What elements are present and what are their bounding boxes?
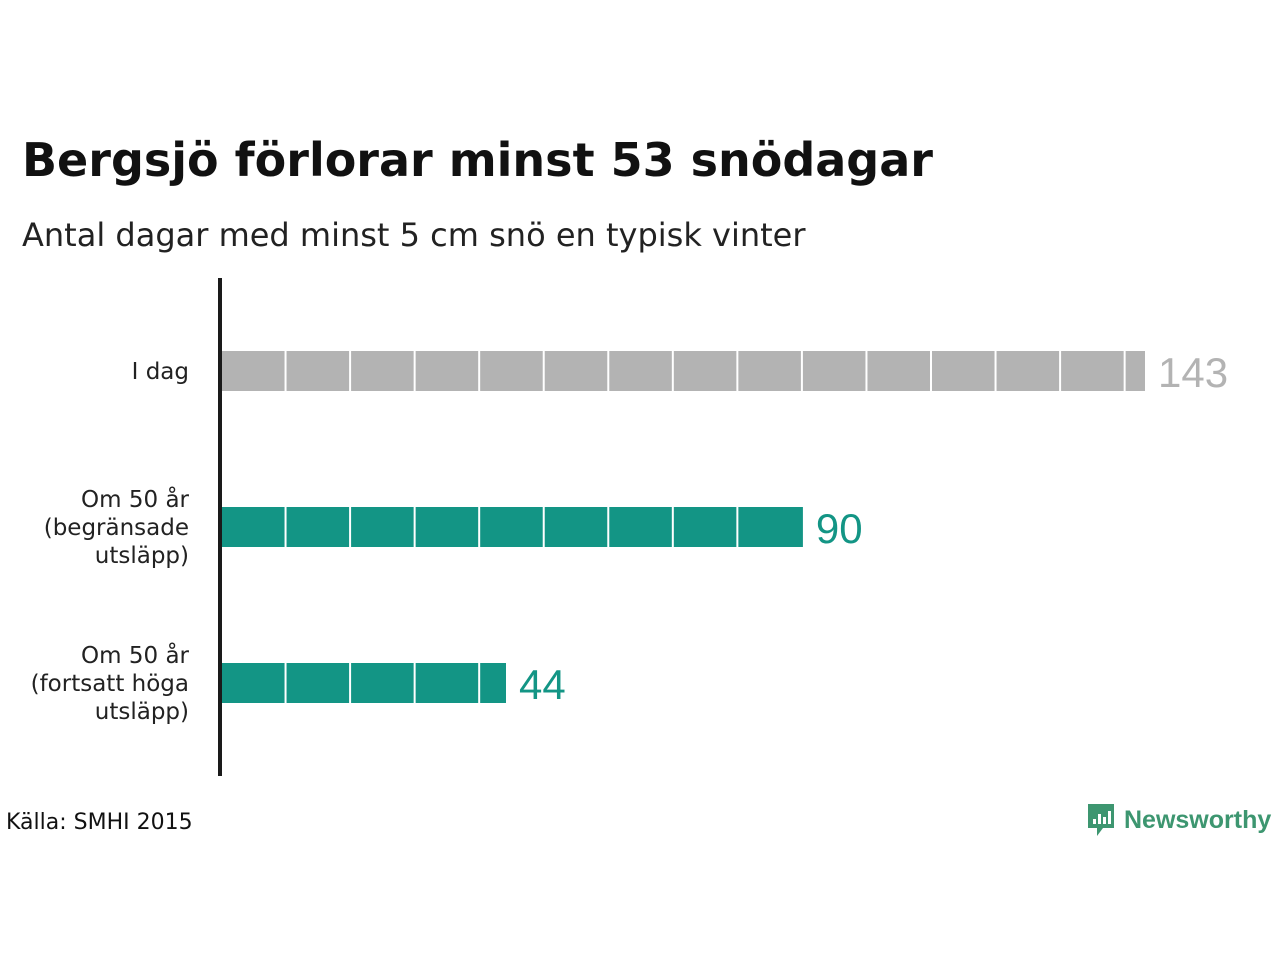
brand-name: Newsworthy: [1124, 805, 1272, 834]
category-label: Om 50 år (fortsatt höga utsläpp): [31, 641, 190, 725]
brand-logo: Newsworthy: [1086, 802, 1271, 838]
category-label: Om 50 år (begränsade utsläpp): [44, 485, 190, 569]
bar-segment: [415, 507, 479, 547]
bar-segment: [351, 351, 414, 391]
source-note: Källa: SMHI 2015: [6, 810, 193, 835]
bar-segment: [932, 351, 995, 391]
bar-segment: [480, 351, 543, 391]
bar-segment: [351, 507, 414, 547]
bar-segment: [738, 507, 803, 547]
bar-segment: [544, 351, 608, 391]
value-label: 44: [519, 661, 566, 708]
bar-segment: [1061, 351, 1124, 391]
bar-segment: [609, 351, 672, 391]
bar-segment: [351, 663, 414, 703]
bar-segment: [415, 351, 479, 391]
bar-segment: [673, 351, 737, 391]
bar-segment: [1125, 351, 1145, 391]
bar-segment: [222, 351, 285, 391]
bar-group-2: 90 Om 50 år (begränsade utsläpp): [44, 485, 863, 569]
bar-segment: [222, 507, 285, 547]
bar-segment: [609, 507, 672, 547]
chart-subtitle: Antal dagar med minst 5 cm snö en typisk…: [22, 216, 806, 254]
bar-segment: [867, 351, 930, 391]
bar-segment: [480, 663, 506, 703]
bar-segment: [286, 351, 350, 391]
bar-chart: 143 I dag 90 Om 50 år (begränsade utsläpp) 44 O…: [31, 278, 1228, 776]
chart-title: Bergsjö förlorar minst 53 snödagar: [22, 133, 933, 187]
bar-segment: [415, 663, 479, 703]
bar-segment: [544, 507, 608, 547]
bar-group-3: 44 Om 50 år (fortsatt höga utsläpp): [31, 641, 566, 725]
bar-segment: [802, 351, 866, 391]
bar-segment: [222, 663, 285, 703]
bar-group-1: 143 I dag: [132, 349, 1228, 396]
value-label: 143: [1158, 349, 1228, 396]
bar-segment: [286, 663, 350, 703]
bar-segment: [738, 351, 801, 391]
value-label: 90: [816, 505, 863, 552]
bar-segment: [286, 507, 350, 547]
newsworthy-icon: [1088, 804, 1114, 836]
category-label: I dag: [132, 359, 189, 385]
bar-segment: [480, 507, 543, 547]
bar-segment: [673, 507, 737, 547]
bar-segment: [996, 351, 1060, 391]
